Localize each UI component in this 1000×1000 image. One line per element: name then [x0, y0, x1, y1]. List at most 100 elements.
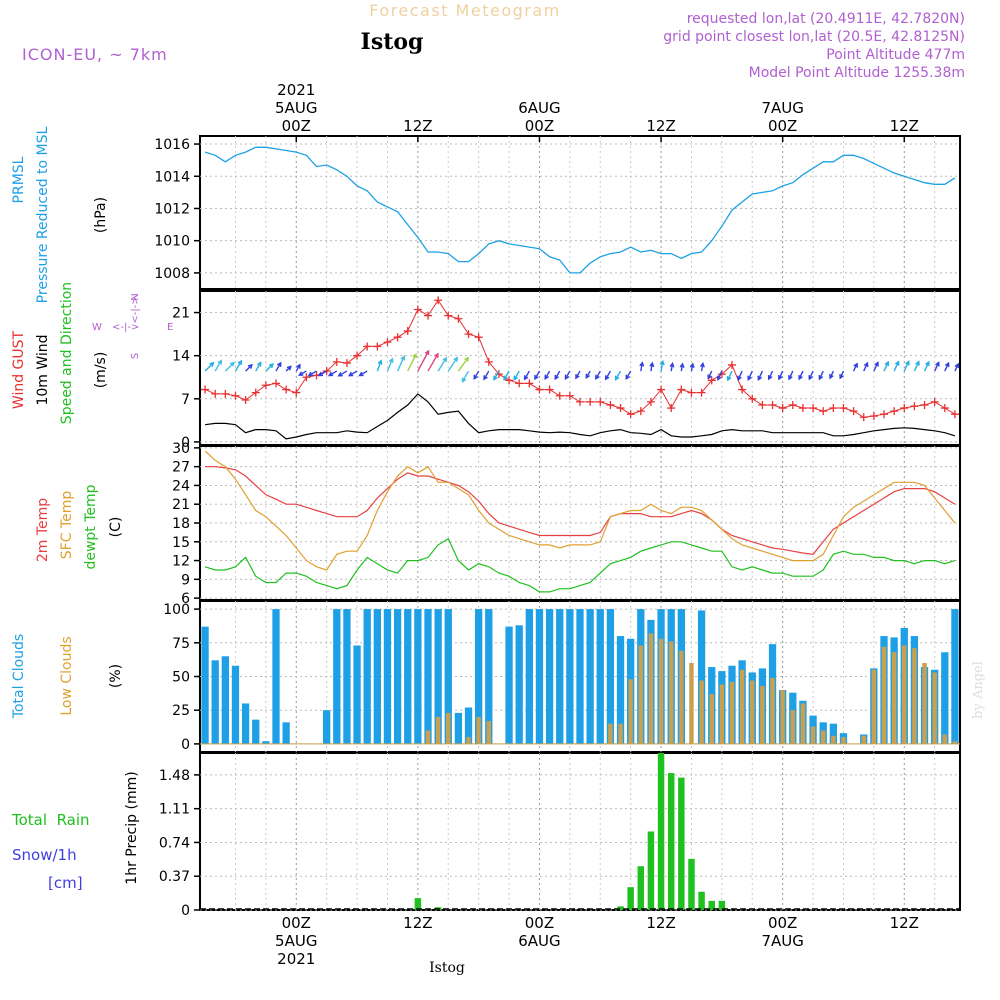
- low-cloud-bar: [435, 716, 441, 744]
- bottom-time-label: 6AUG: [518, 932, 560, 950]
- gust-marker: [201, 385, 210, 394]
- pressure-tick-label: 1012: [154, 201, 190, 217]
- total-cloud-bar: [353, 645, 361, 744]
- gust-marker: [413, 305, 422, 314]
- clouds-tick-label: 25: [172, 703, 190, 719]
- total-cloud-bar: [373, 609, 381, 744]
- wind-arrow: [503, 370, 510, 381]
- total-cloud-bar: [252, 719, 260, 744]
- total-cloud-bar: [566, 609, 574, 744]
- wind-arrow: [224, 362, 235, 372]
- wind-arrow-head: [716, 375, 722, 381]
- bottom-time-label: 12Z: [646, 914, 675, 932]
- wind-arrow: [757, 370, 764, 380]
- total-cloud-bar: [525, 609, 533, 744]
- watermark: by Angel: [971, 661, 986, 719]
- wind-arrow: [717, 370, 723, 380]
- wind-arrow-head: [442, 356, 448, 363]
- low-cloud-bar: [618, 723, 623, 744]
- grid-coords: grid point closest lon,lat (20.5E, 42.81…: [663, 29, 965, 45]
- total-cloud-bar: [383, 609, 392, 744]
- total-cloud-bar: [606, 609, 615, 744]
- bottom-time-label: 2021: [277, 950, 315, 968]
- low-cloud-bar: [709, 694, 714, 744]
- wind-arrow: [265, 363, 274, 372]
- gust-marker: [383, 338, 392, 347]
- wind-arrow-head: [737, 375, 742, 381]
- low-cloud-bar: [638, 645, 644, 744]
- gust-marker: [393, 333, 402, 342]
- gust-marker: [738, 385, 747, 394]
- compass-w: W: [92, 322, 102, 333]
- wind-arrow-head: [327, 371, 334, 377]
- chart-title: Forecast Meteogram: [369, 1, 560, 20]
- wind-arrow-head: [829, 374, 834, 380]
- wind-arrow: [234, 360, 242, 372]
- wind-arrow-head: [639, 361, 645, 367]
- gust-marker: [373, 342, 382, 351]
- temp-tick-label: 24: [172, 478, 190, 494]
- low-cloud-bar: [648, 633, 654, 744]
- wind-dir-label: Speed and Direction: [59, 282, 75, 424]
- temp-tick-label: 27: [172, 460, 190, 476]
- wind-arrow-head: [689, 362, 695, 368]
- precip-tick-label: 0: [181, 903, 190, 919]
- gust-marker: [272, 379, 280, 388]
- precip-tick-label: 0.74: [159, 835, 190, 851]
- wind-arrow-head: [229, 361, 235, 367]
- wind-arrow-head: [256, 361, 262, 367]
- total-cloud-bar: [515, 625, 523, 744]
- gust-marker: [586, 397, 595, 406]
- rain-bar: [627, 887, 634, 910]
- bottom-time-label: 12Z: [403, 914, 432, 932]
- low-cloud-bar: [770, 677, 775, 744]
- temp-tick-label: 12: [172, 554, 190, 570]
- total-cloud-bar: [616, 636, 625, 744]
- low-cloud-bar: [881, 646, 887, 744]
- wind-arrow-head: [473, 374, 479, 380]
- wind-panel: [199, 290, 961, 446]
- total-cloud-bar: [363, 609, 371, 744]
- bottom-time-label: 00Z: [768, 914, 797, 932]
- gust-marker: [555, 391, 564, 400]
- top-time-label: 12Z: [403, 117, 432, 135]
- gust-marker: [829, 404, 838, 413]
- total-cloud-bar: [576, 609, 584, 744]
- total-cloud-bar: [262, 741, 270, 744]
- rain-bar: [414, 898, 422, 910]
- requested-coords: requested lon,lat (20.4911E, 42.7820N): [687, 11, 965, 27]
- wind-arrow-head: [503, 375, 508, 381]
- gust-marker: [576, 397, 584, 406]
- wind-arrow-head: [307, 371, 313, 377]
- clouds-tick-label: 50: [172, 670, 190, 686]
- total-cloud-bar: [323, 710, 331, 744]
- wind-arrow: [614, 370, 622, 381]
- gust-marker: [890, 407, 899, 416]
- gust-marker: [616, 404, 625, 413]
- wind-arrow-head: [935, 361, 940, 367]
- rain-bar: [647, 831, 655, 910]
- wind-arrow-head: [217, 359, 222, 365]
- wind-arrow-head: [699, 362, 705, 368]
- low-cloud-bar: [810, 726, 816, 744]
- low-cloud-bar: [668, 641, 674, 744]
- wind-arrow: [534, 370, 541, 380]
- wind-arrow-head: [954, 362, 960, 369]
- wind-arrow: [255, 362, 262, 372]
- temp-2m-line: [205, 466, 956, 555]
- total-cloud-bar: [505, 626, 513, 744]
- temp-tick-label: 21: [172, 497, 190, 513]
- total-cloud-bar: [535, 609, 544, 744]
- gust-marker: [809, 404, 818, 413]
- wind-arrow: [605, 370, 612, 380]
- gust-marker: [687, 388, 696, 397]
- clouds-unit: (%): [108, 664, 124, 688]
- gust-marker: [748, 394, 757, 403]
- gust-marker: [464, 330, 473, 339]
- pressure-tick-label: 1008: [154, 266, 190, 282]
- wind-arrow-head: [585, 373, 591, 380]
- total-cloud-bar: [475, 609, 483, 744]
- grid-layer: [200, 136, 960, 911]
- wind-arrow-head: [669, 362, 675, 368]
- wind-arrow-head: [286, 365, 292, 371]
